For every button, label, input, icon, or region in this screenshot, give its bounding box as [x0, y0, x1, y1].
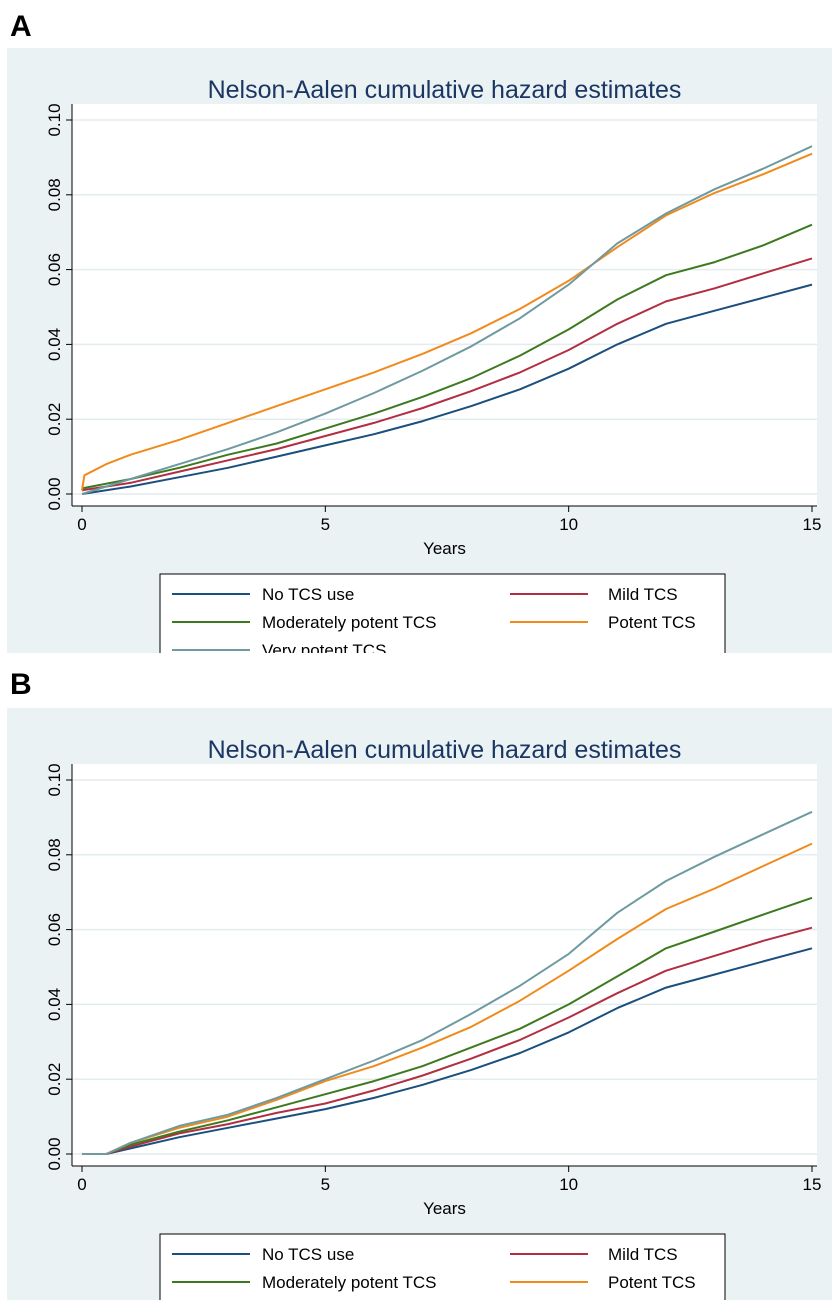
series-line-a-1	[81, 283, 813, 495]
y-tick-label: 0.06	[45, 253, 64, 286]
y-tick-label: 0.02	[45, 403, 64, 436]
legend-label: Potent TCS	[608, 613, 696, 632]
y-tick-label: 0.10	[45, 103, 64, 136]
series-line-b-3	[82, 896, 813, 1155]
plot-area-a	[72, 104, 817, 506]
x-tick-label: 0	[77, 1175, 86, 1194]
series-line-a-4	[81, 152, 813, 491]
x-axis-label-a: Years	[423, 539, 466, 558]
x-tick-label: 15	[803, 1175, 822, 1194]
series-line-a-5	[81, 145, 813, 495]
legend-label: Moderately potent TCS	[262, 613, 437, 632]
series-line-b-2	[82, 926, 813, 1155]
legend-label: Mild TCS	[608, 585, 678, 604]
chart-title-b: Nelson-Aalen cumulative hazard estimates	[208, 736, 682, 764]
x-tick-label: 5	[321, 515, 330, 534]
y-tick-label: 0.08	[45, 838, 64, 871]
y-tick-label: 0.10	[45, 763, 64, 796]
series-line-a-2	[81, 257, 813, 492]
panel-letter-b: B	[10, 668, 32, 701]
legend-label: Potent TCS	[608, 1273, 696, 1292]
x-tick-label: 10	[559, 515, 578, 534]
legend-label: No TCS use	[262, 585, 354, 604]
chart-panel-b: Nelson-Aalen cumulative hazard estimates…	[7, 708, 832, 1300]
chart-title-a: Nelson-Aalen cumulative hazard estimates	[208, 76, 682, 104]
x-axis-label-b: Years	[423, 1199, 466, 1218]
series-line-b-4	[82, 842, 813, 1155]
legend-box-b	[159, 1233, 726, 1300]
legend-box-a	[159, 573, 726, 653]
y-tick-label: 0.00	[45, 477, 64, 510]
x-tick-label: 0	[77, 515, 86, 534]
legend-label: Moderately potent TCS	[262, 1273, 437, 1292]
legend-label: No TCS use	[262, 1245, 354, 1264]
series-line-a-3	[81, 223, 813, 490]
y-tick-label: 0.06	[45, 913, 64, 946]
x-tick-label: 15	[803, 515, 822, 534]
series-line-b-5	[82, 810, 813, 1155]
x-tick-label: 5	[321, 1175, 330, 1194]
y-tick-label: 0.04	[45, 988, 64, 1021]
plot-area-b	[72, 764, 817, 1166]
panel-letter-a: A	[10, 10, 32, 43]
y-tick-label: 0.04	[45, 328, 64, 361]
chart-panel-a: Nelson-Aalen cumulative hazard estimates…	[7, 48, 832, 653]
y-tick-label: 0.02	[45, 1063, 64, 1096]
series-line-b-1	[82, 947, 813, 1155]
y-tick-label: 0.00	[45, 1137, 64, 1170]
x-tick-label: 10	[559, 1175, 578, 1194]
legend-label: Very potent TCS	[262, 641, 386, 653]
y-tick-label: 0.08	[45, 178, 64, 211]
legend-label: Mild TCS	[608, 1245, 678, 1264]
